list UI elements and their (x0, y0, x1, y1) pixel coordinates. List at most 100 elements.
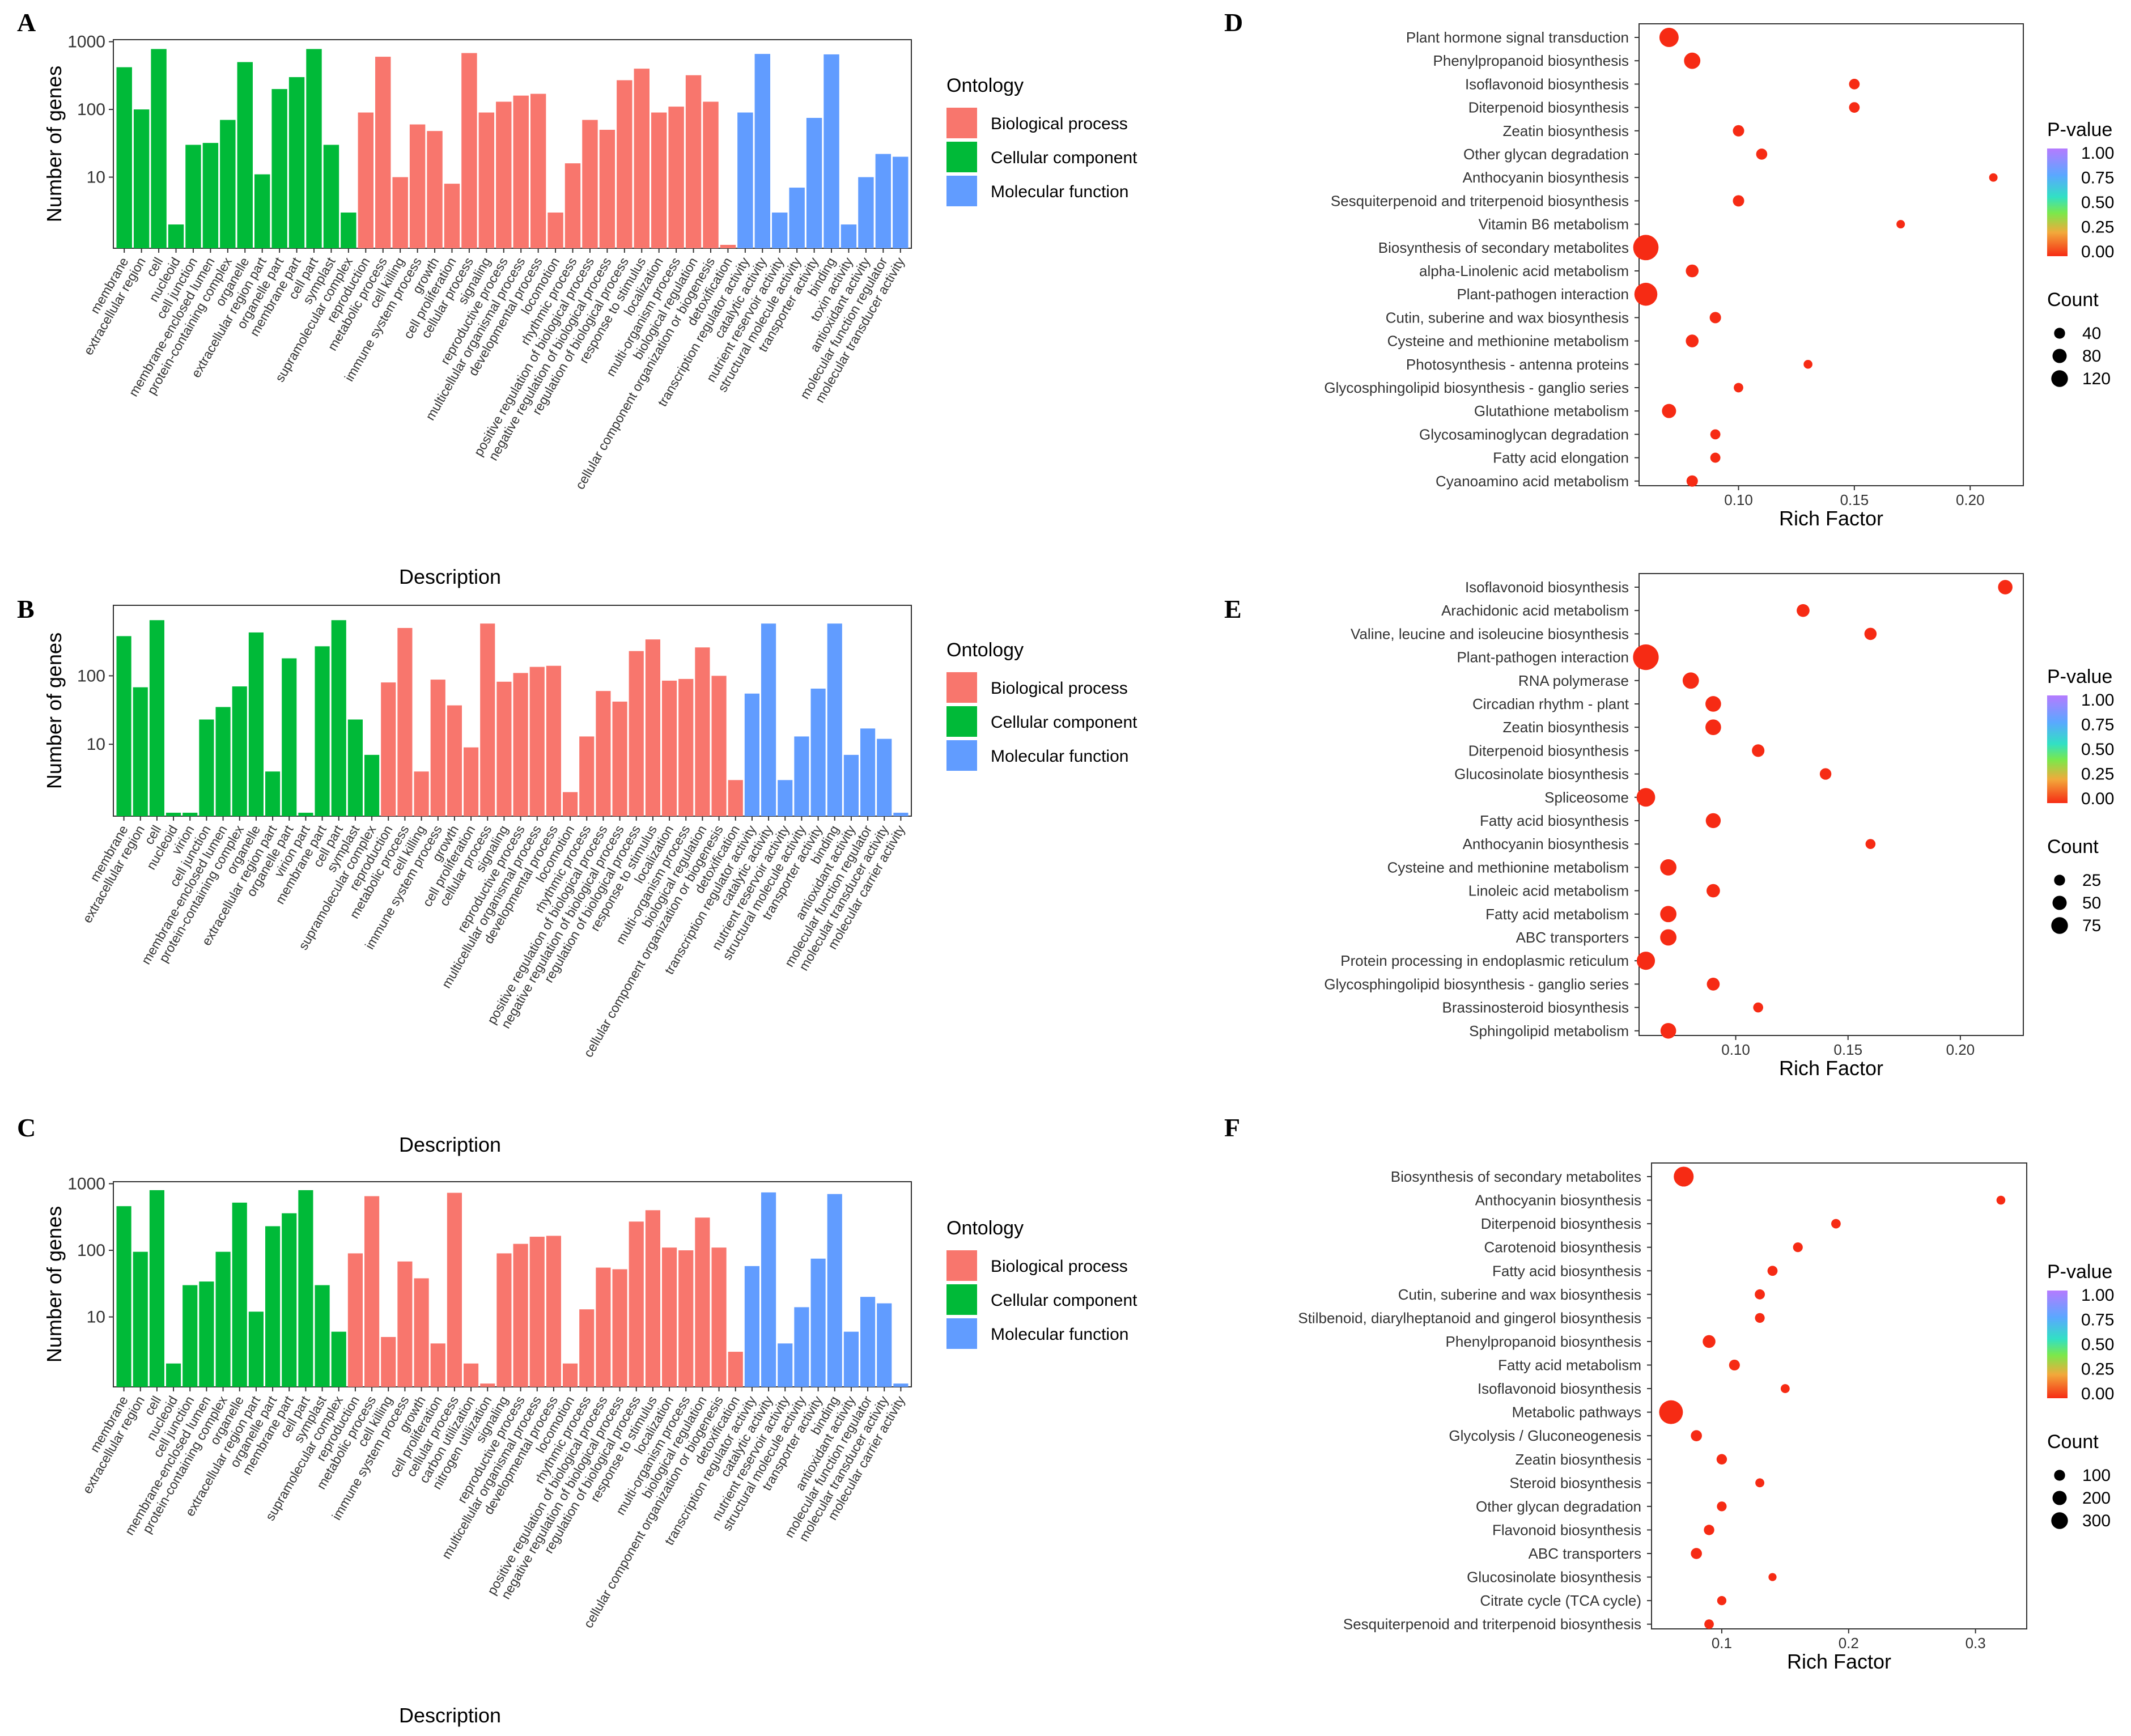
dot-sphingolipid-metabolism (1660, 1022, 1676, 1039)
bar-membrane-part (288, 77, 305, 249)
count-legend-title: Count (2047, 1431, 2099, 1453)
bar-nitrogen-utilization (480, 1383, 495, 1387)
count-legend-dot (2051, 1512, 2068, 1529)
bar-biological-regulation (695, 647, 710, 816)
term-label-cysteine-and-methionine-metabolism: Cysteine and methionine metabolism (1387, 333, 1629, 350)
term-label-other-glycan-degradation: Other glycan degradation (1463, 146, 1629, 163)
term-label-spliceosome: Spliceosome (1544, 789, 1629, 806)
dot-cysteine-and-methionine-metabolism (1686, 334, 1699, 347)
dot-rna-polymerase (1682, 672, 1699, 689)
bar-reproductive-process (513, 1243, 528, 1387)
bar-protein-containing-complex (220, 120, 236, 248)
dot-glycosphingolipid-biosynthesis-ganglio-series (1734, 383, 1743, 393)
bar-catalytic-activity (761, 1192, 776, 1387)
legend-title: Ontology (946, 1217, 1024, 1239)
legend-label-molecular-function: Molecular function (991, 747, 1128, 766)
dot-zeatin-biosynthesis (1733, 125, 1744, 137)
y-tick-label: 10 (87, 735, 105, 754)
term-label-fatty-acid-metabolism: Fatty acid metabolism (1485, 906, 1629, 923)
bar-membrane (116, 1206, 131, 1387)
y-tick-label: 100 (77, 100, 105, 119)
bar-nutrient-reservoir-activity (778, 780, 793, 816)
dot-sesquiterpenoid-and-triterpenoid-biosynthesis (1704, 1619, 1714, 1629)
legend-label-cellular-component: Cellular component (991, 1291, 1137, 1310)
pvalue-colorbar (2047, 148, 2068, 256)
term-label-cyanoamino-acid-metabolism: Cyanoamino acid metabolism (1436, 473, 1629, 490)
legend-title: Ontology (946, 639, 1024, 661)
y-tick-label: 10 (87, 1308, 105, 1327)
term-label-isoflavonoid-biosynthesis: Isoflavonoid biosynthesis (1478, 1380, 1641, 1397)
dot-fatty-acid-metabolism (1729, 1359, 1740, 1371)
bar-biological-regulation (685, 75, 702, 248)
pvalue-tick-label: 0.25 (2081, 218, 2114, 237)
bar-signaling (496, 681, 512, 816)
x-axis-title: Description (399, 1704, 501, 1727)
legend-title: Ontology (946, 75, 1024, 96)
term-label-cutin-suberine-and-wax-biosynthesis: Cutin, suberine and wax biosynthesis (1398, 1286, 1641, 1303)
pvalue-colorbar (2047, 1291, 2068, 1398)
bar-catalytic-activity (761, 623, 776, 816)
bar-organelle-part (265, 1226, 281, 1387)
dot-isoflavonoid-biosynthesis (1849, 79, 1860, 90)
legend-label-molecular-function: Molecular function (991, 182, 1128, 201)
plot-area (1651, 1162, 2027, 1629)
bar-rhythmic-process (564, 163, 581, 248)
dot-diterpenoid-biosynthesis (1752, 744, 1765, 757)
term-label-glucosinolate-biosynthesis: Glucosinolate biosynthesis (1454, 766, 1629, 783)
pvalue-legend-title: P-value (2047, 666, 2112, 687)
y-tick-label: 10 (87, 168, 105, 187)
bar-molecular-transducer-activity (877, 1303, 892, 1387)
count-legend-label: 80 (2082, 347, 2101, 366)
term-label-plant-hormone-signal-transduction: Plant hormone signal transduction (1406, 29, 1629, 46)
count-legend-label: 100 (2082, 1466, 2111, 1485)
bar-developmental-process (546, 1236, 561, 1387)
bar-binding (823, 54, 839, 248)
bar-molecular-function-regulator (875, 154, 892, 248)
bar-reproductive-process (513, 673, 528, 816)
pvalue-legend-title: P-value (2047, 119, 2112, 141)
legend-label-cellular-component: Cellular component (991, 148, 1137, 167)
term-label-isoflavonoid-biosynthesis: Isoflavonoid biosynthesis (1465, 579, 1629, 596)
dot-glycosphingolipid-biosynthesis-ganglio-series (1707, 978, 1720, 991)
y-axis-title: Number of genes (43, 633, 66, 789)
term-label-biosynthesis-of-secondary-metabolites: Biosynthesis of secondary metabolites (1378, 239, 1629, 256)
term-label-photosynthesis-antenna-proteins: Photosynthesis - antenna proteins (1406, 356, 1629, 373)
bar-metabolic-process (364, 1196, 380, 1387)
bar-symplast (347, 719, 363, 816)
count-legend-dot (2054, 328, 2065, 339)
bar-transporter-activity (806, 117, 822, 248)
bar-catalytic-activity (754, 54, 771, 249)
term-label-steroid-biosynthesis: Steroid biosynthesis (1509, 1474, 1641, 1491)
bar-nucleoid (166, 812, 181, 816)
dot-flavonoid-biosynthesis (1704, 1525, 1714, 1535)
x-tick-label: 0.2 (1839, 1635, 1859, 1652)
count-legend-title: Count (2047, 289, 2099, 311)
bar-molecular-transducer-activity (893, 156, 909, 248)
bar-protein-containing-complex (215, 1251, 231, 1387)
bar-binding (827, 1194, 842, 1387)
bar-membrane (116, 67, 132, 248)
dot-other-glycan-degradation (1717, 1501, 1727, 1512)
dot-zeatin-biosynthesis (1705, 719, 1721, 736)
dot-anthocyanin-biosynthesis (1865, 839, 1876, 849)
legend-swatch-molecular-function (946, 740, 977, 771)
bar-cell (149, 620, 164, 816)
count-legend-label: 75 (2082, 916, 2101, 935)
term-label-valine-leucine-and-isoleucine-biosynthesis: Valine, leucine and isoleucine biosynthe… (1351, 625, 1629, 642)
bar-cell (151, 49, 167, 249)
legend-swatch-biological-process (946, 672, 977, 703)
bar-transcription-regulator-activity (737, 112, 753, 248)
panel-label: D (1224, 8, 1243, 37)
dot-plant-hormone-signal-transduction (1659, 28, 1679, 47)
bar-membrane-enclosed-lumen (199, 1281, 214, 1387)
legend-label-cellular-component: Cellular component (991, 713, 1137, 732)
x-tick-label: 0.20 (1946, 1041, 1975, 1058)
bar-carbon-utilization (464, 1363, 479, 1387)
legend-swatch-cellular-component (946, 1284, 977, 1315)
legend: P-value 1.00 0.75 0.50 0.25 0.00 Count 25 50 75 (2047, 666, 2114, 935)
pvalue-tick-label: 0.00 (2081, 1385, 2114, 1403)
term-label-brassinosteroid-biosynthesis: Brassinosteroid biosynthesis (1442, 999, 1629, 1016)
pvalue-tick-label: 0.75 (2081, 169, 2114, 188)
